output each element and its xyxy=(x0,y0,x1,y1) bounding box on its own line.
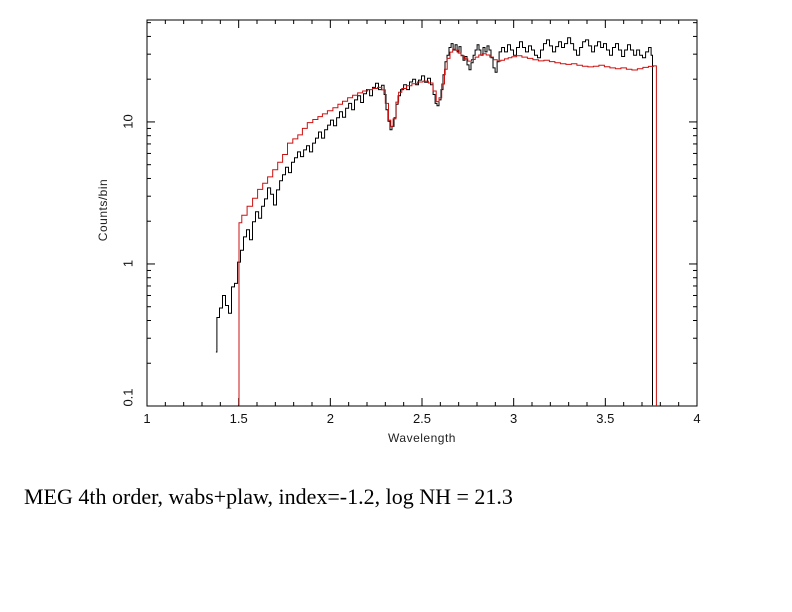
x-tick-label: 1.5 xyxy=(229,411,248,426)
y-tick-label: 1 xyxy=(120,259,136,268)
x-tick-label: 4 xyxy=(693,411,701,426)
y-axis-title: Counts/bin xyxy=(96,178,110,242)
series-model-wabs-plaw-red xyxy=(238,48,657,406)
figure-caption: MEG 4th order, wabs+plaw, index=-1.2, lo… xyxy=(24,484,513,509)
spectrum-plot-canvas xyxy=(146,19,698,407)
x-tick-label: 3 xyxy=(510,411,518,426)
x-axis-title: Wavelength xyxy=(388,431,456,445)
y-tick-label: 10 xyxy=(120,114,136,129)
x-tick-label: 1 xyxy=(143,411,151,426)
x-tick-label: 2 xyxy=(326,411,334,426)
x-tick-label: 2.5 xyxy=(412,411,432,426)
x-tick-label: 3.5 xyxy=(596,411,615,426)
series-observed-counts-black xyxy=(215,37,653,406)
y-tick-label: 0.1 xyxy=(120,388,136,407)
